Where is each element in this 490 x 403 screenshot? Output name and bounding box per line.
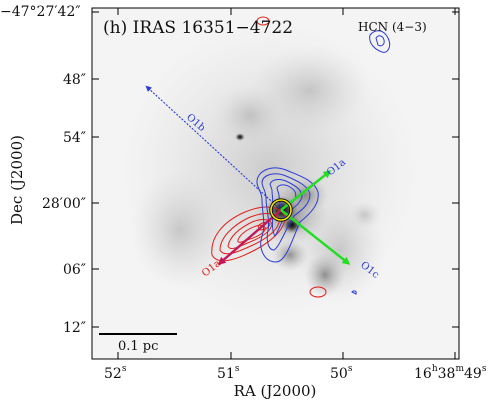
scale-bar-label: 0.1 pc	[118, 339, 158, 354]
plot-frame	[91, 7, 460, 360]
y-tick-label-12: 12″	[63, 320, 86, 336]
x-tick-label-51: 51s	[217, 364, 240, 382]
x-axis-title: RA (J2000)	[234, 382, 317, 400]
y-tick-label-2800: 28′00″	[42, 196, 86, 212]
x-ticks	[117, 8, 456, 359]
x-tick-label-50: 50s	[330, 364, 353, 382]
x-tick-label-52: 52s	[104, 364, 127, 382]
outflow-o1c-axis	[280, 209, 351, 265]
panel-title: (h) IRAS 16351−4722	[103, 18, 293, 38]
y-tick-label-48: 48″	[63, 72, 86, 88]
red-contours	[211, 16, 327, 298]
x-tick-label-16h38m49: 16h38m49s	[414, 364, 487, 382]
y-axis-title: Dec (J2000)	[8, 135, 26, 225]
line-name: HCN (4−3)	[358, 20, 427, 34]
y-ticks	[92, 11, 459, 328]
y-tick-label-06: 06″	[63, 262, 86, 278]
y-tick-label-54: 54″	[63, 130, 86, 146]
blue-contours	[256, 30, 391, 295]
outflow-o1a-red-axis	[217, 209, 282, 265]
outflow-o1b-axis	[145, 85, 282, 211]
source-marker	[269, 198, 293, 222]
y-tick-label-top: −47°27′42″	[0, 4, 81, 20]
